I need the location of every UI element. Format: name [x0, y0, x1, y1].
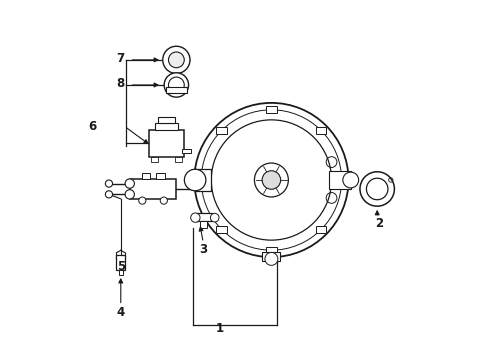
Bar: [116, 255, 125, 270]
Bar: [151, 157, 158, 162]
Circle shape: [105, 180, 112, 187]
Bar: [216, 226, 227, 233]
Bar: [328, 171, 350, 189]
Circle shape: [342, 172, 358, 188]
Text: 6: 6: [88, 120, 96, 133]
Circle shape: [160, 197, 167, 204]
Circle shape: [184, 169, 205, 191]
Bar: [335, 176, 346, 184]
Text: 7: 7: [117, 51, 124, 64]
Circle shape: [125, 190, 134, 199]
Circle shape: [105, 191, 112, 198]
Circle shape: [164, 73, 188, 97]
Circle shape: [194, 103, 348, 257]
Text: 3: 3: [199, 243, 207, 256]
Bar: [195, 169, 211, 191]
Bar: [199, 221, 206, 228]
Bar: [149, 130, 183, 157]
Text: 2: 2: [374, 216, 382, 230]
Bar: [129, 179, 176, 199]
Bar: [265, 106, 276, 113]
Circle shape: [125, 179, 134, 188]
Circle shape: [163, 46, 190, 73]
Bar: [262, 252, 280, 261]
Circle shape: [264, 252, 277, 265]
Bar: [154, 123, 178, 130]
Bar: [196, 213, 212, 221]
Bar: [196, 176, 206, 184]
Text: 8: 8: [117, 77, 124, 90]
Circle shape: [139, 197, 145, 204]
Circle shape: [210, 213, 219, 222]
Bar: [119, 270, 122, 275]
Bar: [315, 127, 325, 134]
Circle shape: [359, 172, 394, 206]
Bar: [265, 247, 276, 254]
Bar: [165, 87, 187, 93]
Circle shape: [190, 213, 200, 222]
Text: 5: 5: [117, 260, 124, 273]
Bar: [156, 173, 164, 179]
Bar: [216, 127, 227, 134]
Circle shape: [366, 178, 387, 200]
Bar: [142, 173, 150, 179]
Bar: [315, 226, 325, 233]
Bar: [158, 117, 175, 123]
Bar: [182, 149, 190, 153]
Circle shape: [262, 171, 280, 189]
Circle shape: [168, 52, 184, 68]
Text: 4: 4: [117, 306, 124, 319]
Text: 1: 1: [215, 322, 223, 335]
Bar: [175, 157, 182, 162]
